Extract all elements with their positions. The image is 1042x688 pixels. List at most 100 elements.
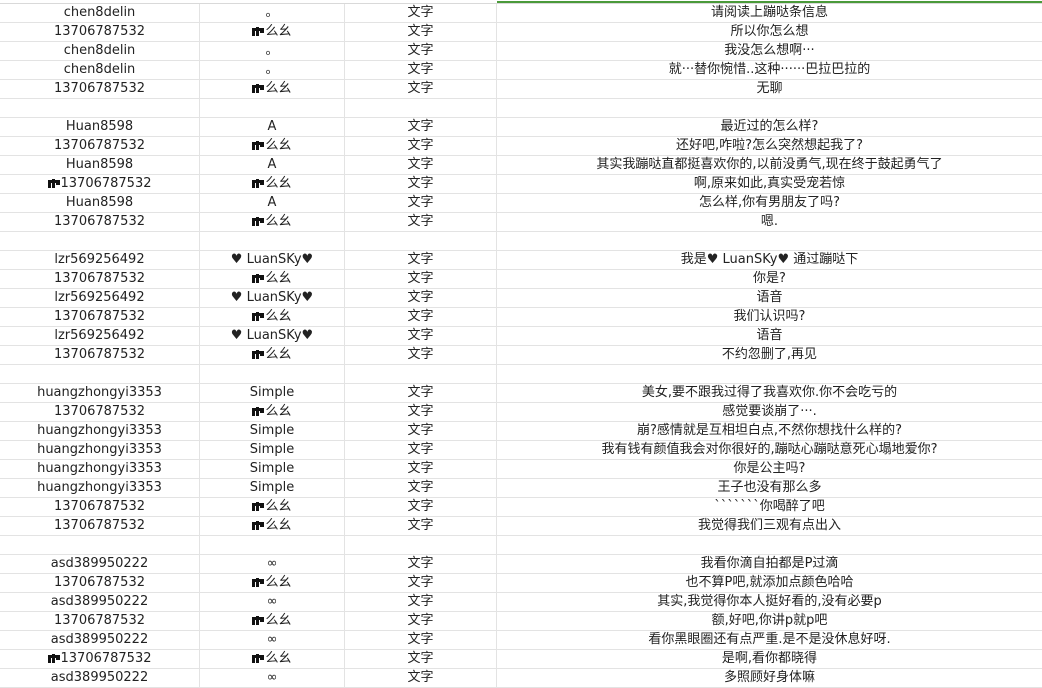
message-cell[interactable]: 额,好吧,你讲p就p吧 <box>497 612 1042 630</box>
nickname-cell[interactable]: 么幺 <box>200 80 345 98</box>
username-cell[interactable]: 13706787532 <box>0 517 200 535</box>
username-cell[interactable]: 13706787532 <box>0 308 200 326</box>
nickname-cell[interactable]: 么幺 <box>200 137 345 155</box>
username-cell[interactable]: chen8delin <box>0 61 200 79</box>
message-cell[interactable] <box>497 365 1042 383</box>
message-cell[interactable]: 请阅读上蹦哒条信息 <box>497 4 1042 22</box>
nickname-cell[interactable]: Simple <box>200 384 345 402</box>
message-cell[interactable]: 看你黑眼圈还有点严重.是不是没休息好呀. <box>497 631 1042 649</box>
username-cell[interactable]: Huan8598 <box>0 194 200 212</box>
nickname-cell[interactable]: 么幺 <box>200 175 345 193</box>
message-type-cell[interactable]: 文字 <box>345 194 497 212</box>
message-cell[interactable]: 感觉要谈崩了···. <box>497 403 1042 421</box>
nickname-cell[interactable]: A <box>200 118 345 136</box>
message-type-cell[interactable]: 文字 <box>345 612 497 630</box>
message-cell[interactable]: 语音 <box>497 289 1042 307</box>
message-cell[interactable]: 也不算P吧,就添加点颜色哈哈 <box>497 574 1042 592</box>
username-cell[interactable]: 13706787532 <box>0 137 200 155</box>
username-cell[interactable] <box>0 365 200 383</box>
message-cell[interactable]: 多照顾好身体嘛 <box>497 669 1042 687</box>
username-cell[interactable]: huangzhongyi3353 <box>0 441 200 459</box>
nickname-cell[interactable]: 。 <box>200 61 345 79</box>
username-cell[interactable]: 13706787532 <box>0 403 200 421</box>
nickname-cell[interactable]: A <box>200 194 345 212</box>
nickname-cell[interactable]: Simple <box>200 441 345 459</box>
message-cell[interactable]: 你是公主吗? <box>497 460 1042 478</box>
nickname-cell[interactable]: 么幺 <box>200 23 345 41</box>
message-cell[interactable]: 怎么样,你有男朋友了吗? <box>497 194 1042 212</box>
nickname-cell[interactable]: ∞ <box>200 631 345 649</box>
username-cell[interactable]: chen8delin <box>0 4 200 22</box>
message-type-cell[interactable]: 文字 <box>345 593 497 611</box>
username-cell[interactable] <box>0 99 200 117</box>
message-cell[interactable]: 语音 <box>497 327 1042 345</box>
message-type-cell[interactable] <box>345 232 497 250</box>
message-type-cell[interactable]: 文字 <box>345 669 497 687</box>
message-type-cell[interactable]: 文字 <box>345 479 497 497</box>
nickname-cell[interactable]: ♥ LuanSKy♥ <box>200 289 345 307</box>
message-type-cell[interactable]: 文字 <box>345 555 497 573</box>
message-cell[interactable]: ```````你喝醉了吧 <box>497 498 1042 516</box>
nickname-cell[interactable]: 么幺 <box>200 612 345 630</box>
nickname-cell[interactable]: 么幺 <box>200 308 345 326</box>
message-type-cell[interactable]: 文字 <box>345 574 497 592</box>
username-cell[interactable]: asd389950222 <box>0 555 200 573</box>
message-type-cell[interactable]: 文字 <box>345 517 497 535</box>
message-cell[interactable]: 我没怎么想啊··· <box>497 42 1042 60</box>
message-type-cell[interactable]: 文字 <box>345 175 497 193</box>
nickname-cell[interactable]: 么幺 <box>200 498 345 516</box>
username-cell[interactable]: huangzhongyi3353 <box>0 460 200 478</box>
nickname-cell[interactable] <box>200 365 345 383</box>
username-cell[interactable]: 13706787532 <box>0 23 200 41</box>
message-type-cell[interactable]: 文字 <box>345 251 497 269</box>
message-type-cell[interactable]: 文字 <box>345 156 497 174</box>
message-type-cell[interactable]: 文字 <box>345 346 497 364</box>
nickname-cell[interactable]: 么幺 <box>200 403 345 421</box>
message-cell[interactable]: 我觉得我们三观有点出入 <box>497 517 1042 535</box>
message-type-cell[interactable]: 文字 <box>345 137 497 155</box>
nickname-cell[interactable]: Simple <box>200 460 345 478</box>
message-cell[interactable]: 我看你滴自拍都是P过滴 <box>497 555 1042 573</box>
message-type-cell[interactable]: 文字 <box>345 460 497 478</box>
username-cell[interactable]: asd389950222 <box>0 631 200 649</box>
username-cell[interactable] <box>0 536 200 554</box>
message-type-cell[interactable]: 文字 <box>345 80 497 98</box>
message-type-cell[interactable]: 文字 <box>345 498 497 516</box>
username-cell[interactable]: 13706787532 <box>0 346 200 364</box>
message-cell[interactable]: 崩?感情就是互相坦白点,不然你想找什么样的? <box>497 422 1042 440</box>
message-cell[interactable]: 最近过的怎么样? <box>497 118 1042 136</box>
nickname-cell[interactable]: A <box>200 156 345 174</box>
username-cell[interactable]: 13706787532 <box>0 612 200 630</box>
username-cell[interactable]: huangzhongyi3353 <box>0 479 200 497</box>
nickname-cell[interactable]: 么幺 <box>200 213 345 231</box>
message-cell[interactable]: 我有钱有颜值我会对你很好的,蹦哒心蹦哒意死心塌地爱你? <box>497 441 1042 459</box>
username-cell[interactable]: asd389950222 <box>0 593 200 611</box>
message-cell[interactable] <box>497 232 1042 250</box>
message-type-cell[interactable]: 文字 <box>345 422 497 440</box>
nickname-cell[interactable]: Simple <box>200 479 345 497</box>
username-cell[interactable]: lzr569256492 <box>0 251 200 269</box>
message-cell[interactable]: 啊,原来如此,真实受宠若惊 <box>497 175 1042 193</box>
nickname-cell[interactable]: 。 <box>200 4 345 22</box>
username-cell[interactable]: 13706787532 <box>0 650 200 668</box>
message-cell[interactable] <box>497 536 1042 554</box>
message-cell[interactable]: 嗯. <box>497 213 1042 231</box>
message-type-cell[interactable]: 文字 <box>345 403 497 421</box>
nickname-cell[interactable]: ∞ <box>200 593 345 611</box>
username-cell[interactable]: huangzhongyi3353 <box>0 384 200 402</box>
message-cell[interactable]: 不约忽删了,再见 <box>497 346 1042 364</box>
message-cell[interactable] <box>497 99 1042 117</box>
message-cell[interactable]: 我们认识吗? <box>497 308 1042 326</box>
message-cell[interactable]: 无聊 <box>497 80 1042 98</box>
username-cell[interactable]: 13706787532 <box>0 270 200 288</box>
nickname-cell[interactable]: ♥ LuanSKy♥ <box>200 251 345 269</box>
nickname-cell[interactable]: ♥ LuanSKy♥ <box>200 327 345 345</box>
username-cell[interactable]: lzr569256492 <box>0 289 200 307</box>
username-cell[interactable]: Huan8598 <box>0 156 200 174</box>
message-type-cell[interactable] <box>345 536 497 554</box>
message-cell[interactable]: 美女,要不跟我过得了我喜欢你.你不会吃亏的 <box>497 384 1042 402</box>
username-cell[interactable]: Huan8598 <box>0 118 200 136</box>
nickname-cell[interactable] <box>200 99 345 117</box>
username-cell[interactable]: asd389950222 <box>0 669 200 687</box>
nickname-cell[interactable]: ∞ <box>200 669 345 687</box>
